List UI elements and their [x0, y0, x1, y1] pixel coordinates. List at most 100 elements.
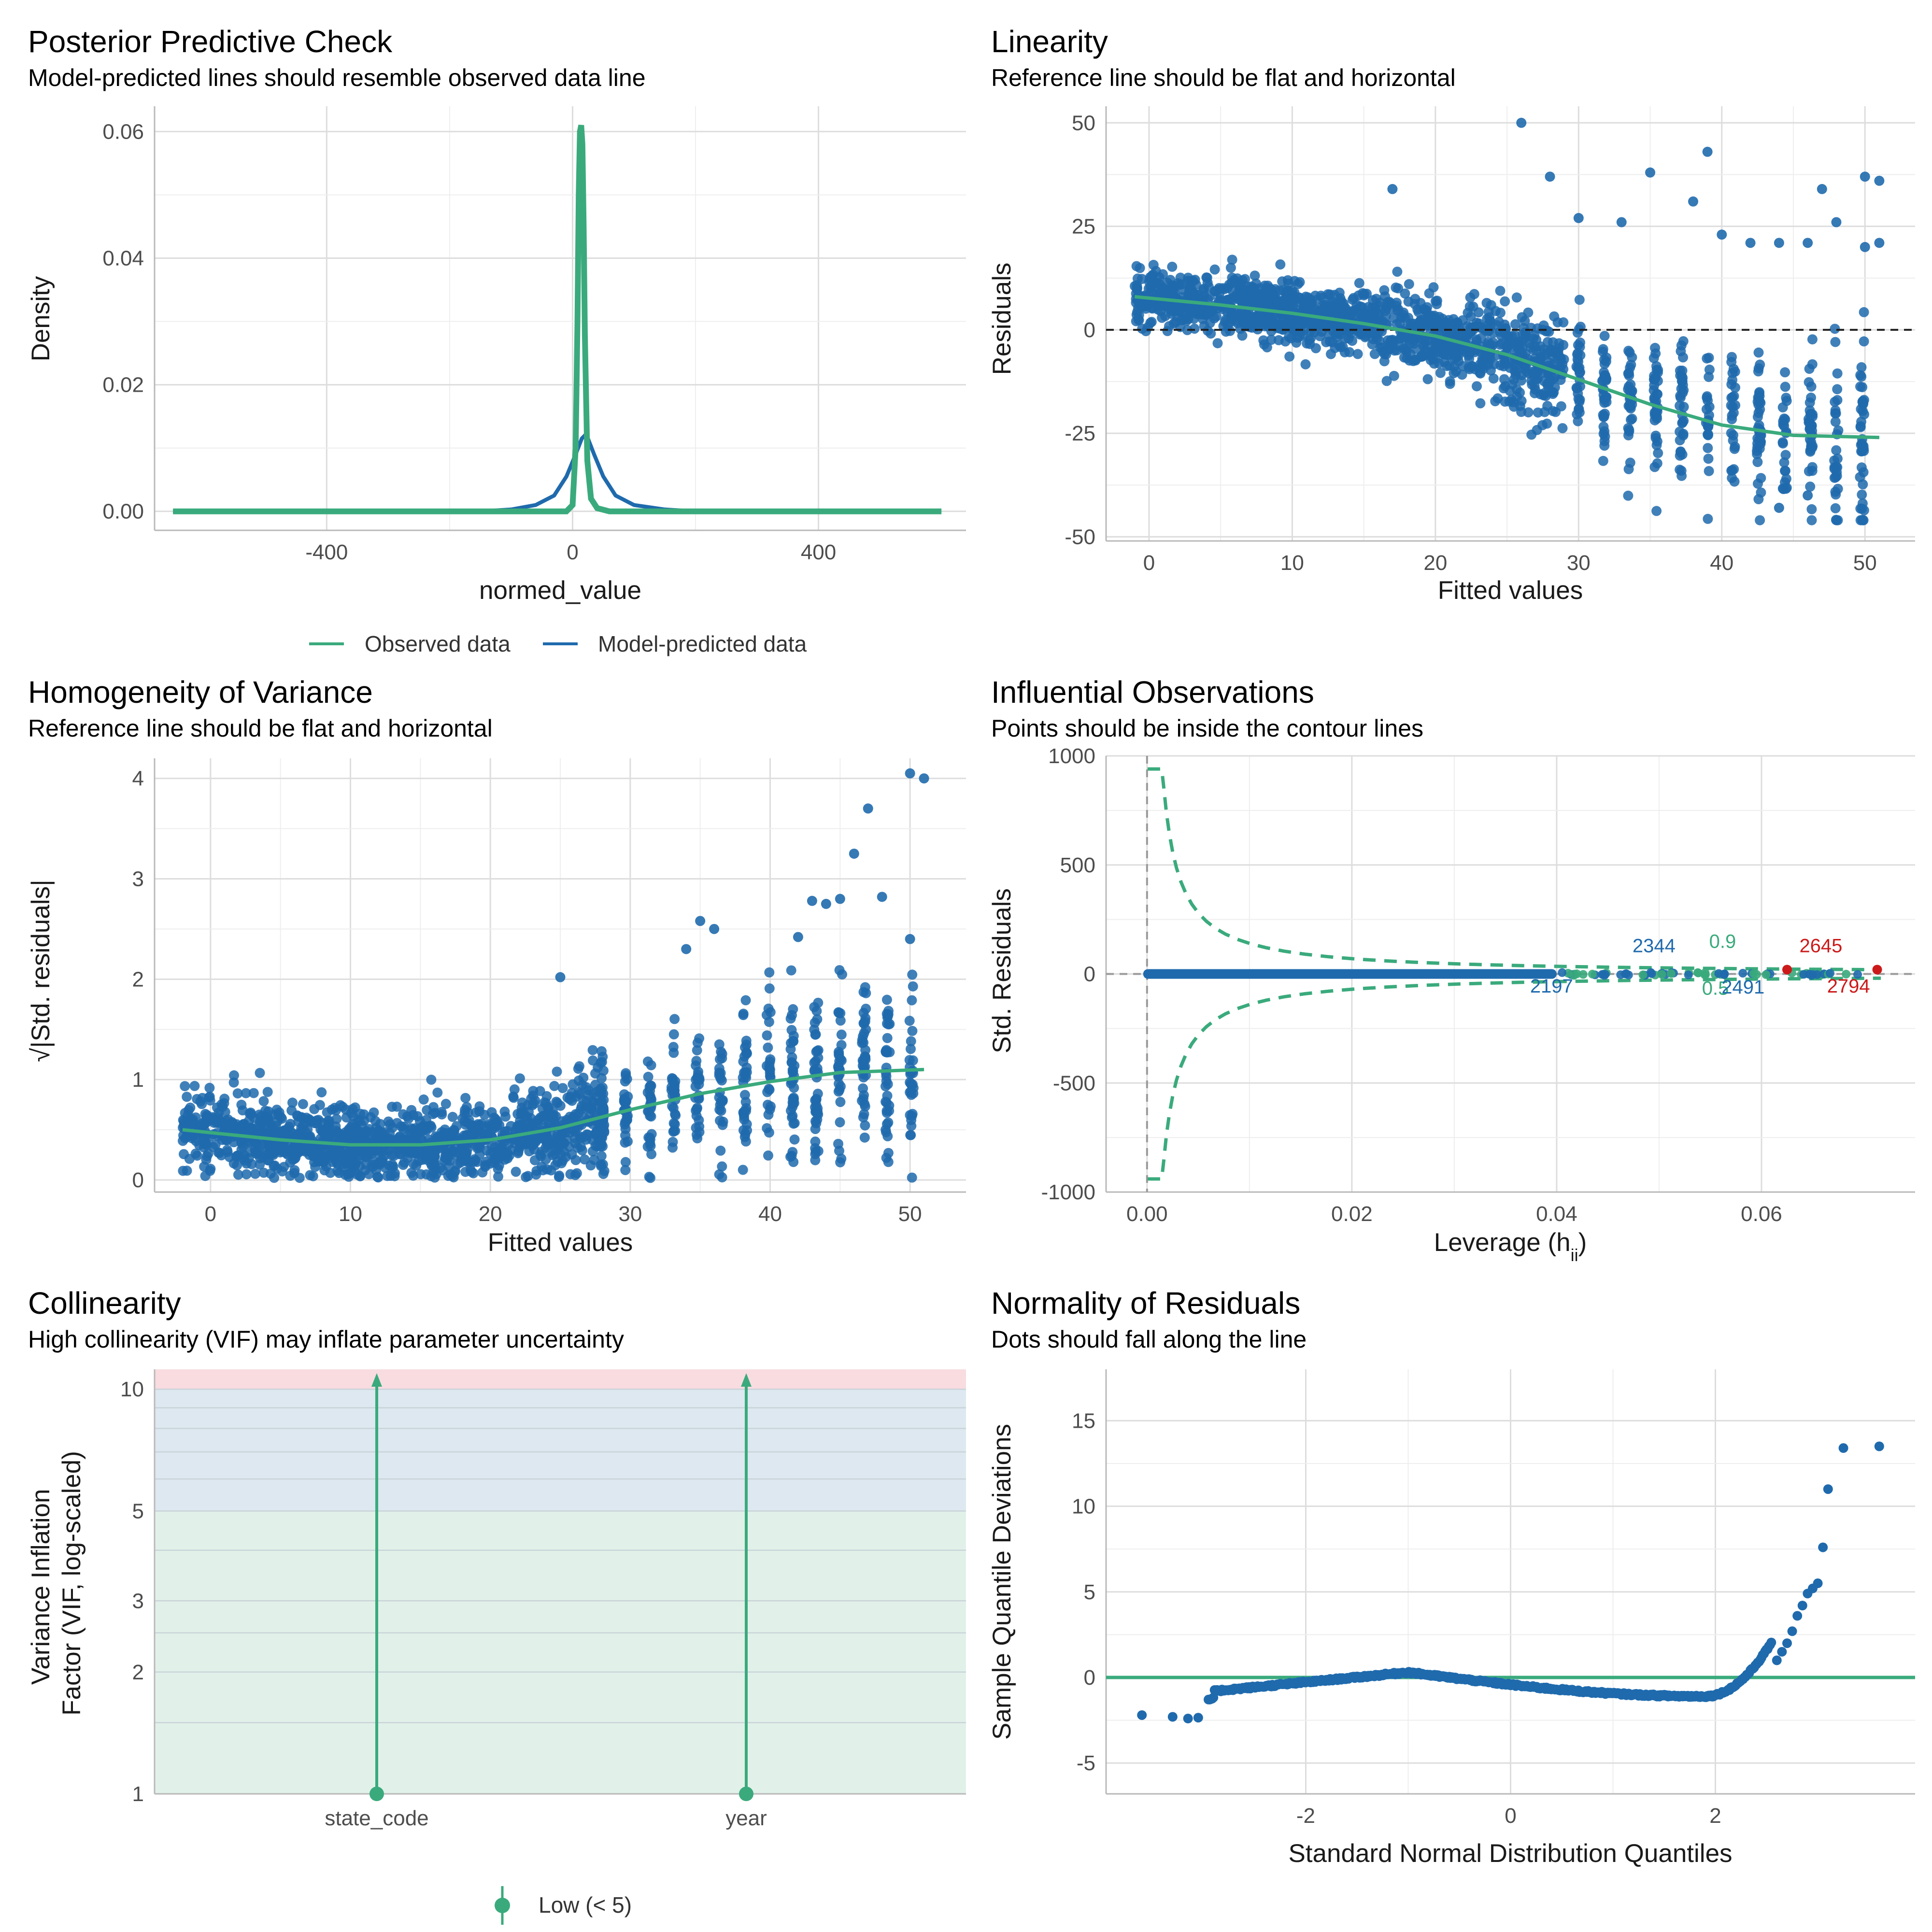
linearity-residual-point: [1652, 389, 1663, 399]
influential-point: [1842, 969, 1851, 979]
linearity-residual-point: [1168, 318, 1179, 329]
linearity-residual-point: [1652, 436, 1662, 447]
linearity-residual-point: [1753, 408, 1764, 418]
collinearity-y-tick-label: 2: [132, 1661, 144, 1684]
homogeneity-point: [810, 1155, 821, 1165]
homogeneity-point: [882, 1033, 893, 1043]
influential-flagged-point: [1782, 965, 1792, 975]
influential-point: [1762, 970, 1771, 979]
homogeneity-point: [533, 1118, 543, 1129]
linearity-residual-point: [1627, 352, 1637, 363]
homogeneity-point: [229, 1070, 239, 1080]
linearity-y-tick-label: -50: [1065, 525, 1095, 549]
linearity-residual-point: [1780, 466, 1790, 476]
normality-tail-point: [1777, 1647, 1787, 1657]
linearity-residual-point: [1512, 391, 1522, 402]
homogeneity-point: [691, 1129, 702, 1140]
linearity-residual-point: [1805, 482, 1816, 492]
linearity-residual-point: [1777, 438, 1788, 449]
linearity-residual-point: [1552, 354, 1563, 365]
linearity-residual-point: [1255, 313, 1266, 324]
homogeneity-point: [646, 1111, 656, 1122]
linearity-residual-point: [1548, 373, 1559, 384]
ppc-legend: Observed data Model-predicted data: [309, 631, 807, 656]
homogeneity-outlier-point: [919, 773, 929, 784]
linearity-residual-point: [1598, 455, 1608, 466]
linearity-residual-point: [1392, 267, 1403, 277]
homogeneity-point: [185, 1102, 196, 1113]
linearity-outlier-point: [1745, 238, 1756, 248]
homogeneity-point: [834, 1049, 844, 1059]
linearity-residual-point: [1236, 287, 1247, 298]
linearity-residual-point: [1704, 364, 1715, 375]
influential-point: [1578, 970, 1588, 979]
homogeneity-point: [189, 1080, 200, 1091]
linearity-residual-point: [1213, 284, 1223, 295]
homogeneity-point: [788, 1157, 799, 1167]
linearity-residual-point: [1523, 407, 1534, 418]
linearity-residual-point: [1241, 313, 1251, 323]
linearity-residual-point: [1557, 423, 1568, 433]
homogeneity-point: [228, 1137, 239, 1148]
homogeneity-point: [646, 1149, 657, 1160]
homogeneity-outlier-point: [681, 944, 692, 954]
collinearity-y-axis-label-line1: Variance Inflation: [27, 1489, 55, 1685]
linearity-residual-point: [1465, 322, 1476, 333]
homogeneity-point: [835, 1117, 845, 1127]
influential-point: [1808, 970, 1818, 979]
homogeneity-point: [285, 1170, 296, 1181]
influential-point: [1647, 969, 1656, 978]
linearity-residual-point: [1468, 301, 1478, 312]
linearity-residual-point: [1804, 398, 1815, 408]
ppc-title: Posterior Predictive Check: [28, 24, 393, 59]
homogeneity-point: [300, 1127, 311, 1137]
ppc-observed-line: [173, 125, 942, 514]
linearity-residual-point: [1275, 259, 1286, 270]
homogeneity-point: [642, 1087, 653, 1098]
linearity-residual-point: [1246, 321, 1257, 331]
linearity-residual-point: [1225, 262, 1236, 273]
linearity-residual-point: [1499, 374, 1509, 384]
influential-x-tick-label: 0.02: [1331, 1202, 1373, 1226]
linearity-residual-point: [1729, 391, 1739, 401]
homogeneity-point: [516, 1102, 527, 1113]
collinearity-y-tick-label: 10: [120, 1378, 144, 1401]
homogeneity-point: [882, 1018, 892, 1029]
linearity-residual-point: [1329, 290, 1340, 300]
collinearity-x-tick-label: year: [725, 1806, 767, 1830]
linearity-residual-point: [1428, 282, 1439, 293]
homogeneity-point: [785, 1044, 796, 1054]
linearity-residual-point: [1777, 402, 1788, 412]
homogeneity-point: [539, 1097, 550, 1108]
influential-point: [1720, 969, 1729, 979]
normality-y-tick-label: 15: [1072, 1409, 1095, 1433]
influential-x-axis-label: Leverage (hii): [1434, 1228, 1587, 1265]
linearity-residual-point: [1552, 317, 1563, 327]
linearity-residual-point: [1445, 376, 1455, 386]
linearity-residual-point: [1227, 255, 1237, 265]
linearity-residual-point: [1263, 321, 1273, 331]
homogeneity-point: [714, 1054, 725, 1065]
homogeneity-point: [184, 1153, 195, 1164]
homogeneity-point: [596, 1159, 606, 1170]
linearity-residual-point: [1779, 413, 1790, 424]
linearity-residual-point: [1544, 357, 1554, 368]
homogeneity-point: [765, 1104, 775, 1115]
homogeneity-point: [220, 1107, 230, 1117]
linearity-outlier-point: [1803, 238, 1813, 248]
linearity-residual-point: [1779, 421, 1790, 431]
collinearity-zone-low: [155, 1511, 966, 1794]
homogeneity-point: [597, 1051, 608, 1062]
homogeneity-point: [397, 1134, 407, 1145]
linearity-residual-point: [1805, 445, 1816, 455]
homogeneity-point: [426, 1122, 437, 1133]
linearity-residual-point: [1274, 285, 1285, 296]
homogeneity-point: [717, 1095, 727, 1106]
homogeneity-outlier-point: [877, 892, 887, 902]
homogeneity-point: [398, 1160, 409, 1170]
linearity-y-ticks: -50 -25 0 25 50: [1065, 111, 1095, 549]
linearity-residual-point: [1437, 313, 1448, 324]
homogeneity-point: [881, 1096, 891, 1107]
homogeneity-point: [552, 1098, 563, 1108]
homogeneity-point: [861, 988, 871, 998]
